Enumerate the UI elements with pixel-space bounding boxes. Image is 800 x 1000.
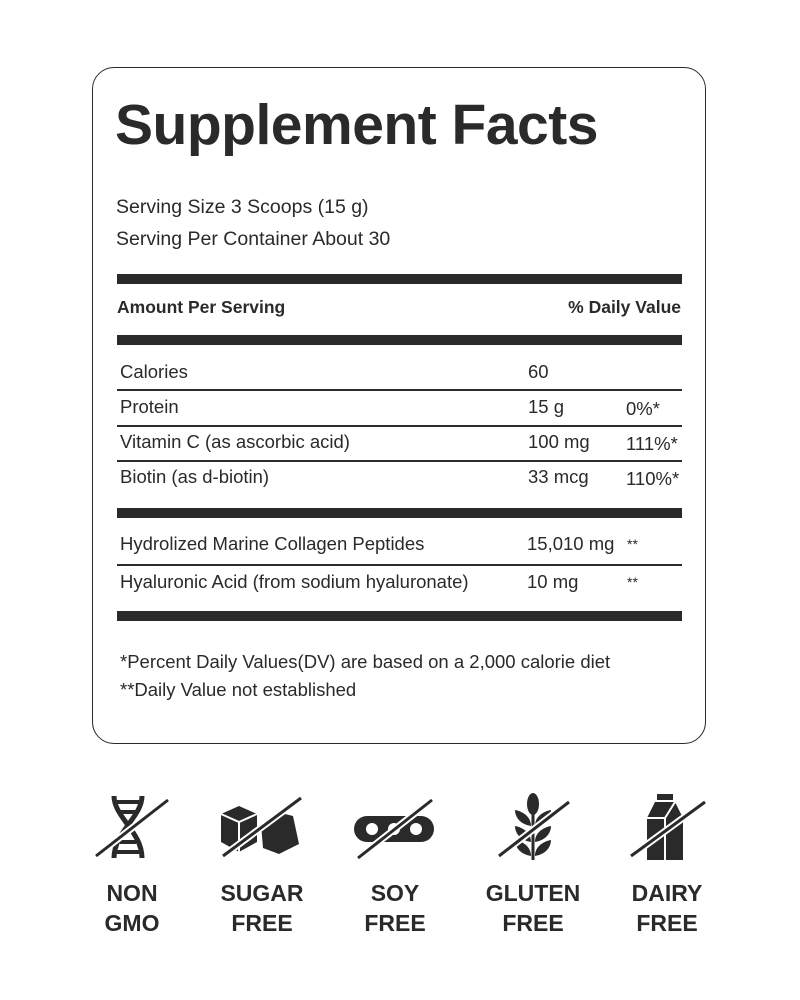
- badge-label: GMO: [104, 910, 160, 936]
- ingredient-name: Hyaluronic Acid (from sodium hyaluronate…: [120, 571, 469, 592]
- badge-label: SUGAR: [220, 880, 304, 906]
- wheat-crossed-icon: [496, 793, 572, 860]
- badge-sugar-free: SUGAR FREE: [197, 792, 327, 938]
- nutrient-name: Calories: [120, 361, 188, 382]
- sugar-cubes-crossed-icon: [220, 795, 304, 859]
- divider-bar: [117, 335, 682, 345]
- divider-bar: [117, 274, 682, 284]
- badge-label: SOY: [370, 880, 420, 906]
- nutrient-dv: 111%*: [626, 433, 678, 454]
- badge-label: FREE: [502, 910, 564, 936]
- ingredient-dv: **: [627, 574, 638, 590]
- page-title: Supplement Facts: [115, 93, 598, 157]
- nutrient-dv: 0%*: [626, 398, 660, 419]
- nutrient-name: Vitamin C (as ascorbic acid): [120, 431, 350, 452]
- supplement-facts-panel: [92, 67, 706, 744]
- row-divider: [117, 389, 682, 391]
- ingredient-name: Hydrolized Marine Collagen Peptides: [120, 533, 425, 554]
- badge-non-gmo: NON GMO: [67, 792, 197, 938]
- badge-gluten-free: GLUTEN FREE: [468, 792, 598, 938]
- footnote-not-established: **Daily Value not established: [120, 679, 357, 700]
- nutrient-amount: 33 mcg: [528, 466, 589, 487]
- nutrient-amount: 60: [528, 361, 549, 382]
- badge-label: FREE: [636, 910, 698, 936]
- divider-bar: [117, 611, 682, 621]
- nutrient-name: Protein: [120, 396, 179, 417]
- nutrient-amount: 100 mg: [528, 431, 590, 452]
- footnote-dv: *Percent Daily Values(DV) are based on a…: [120, 651, 611, 672]
- servings-per-container: Serving Per Container About 30: [116, 228, 391, 250]
- badge-dairy-free: DAIRY FREE: [602, 792, 732, 938]
- soybean-crossed-icon: [354, 797, 435, 861]
- amount-per-serving-header: Amount Per Serving: [117, 297, 286, 317]
- badge-label: FREE: [231, 910, 293, 936]
- milk-carton-crossed-icon: [628, 794, 707, 860]
- ingredient-amount: 15,010 mg: [527, 533, 615, 554]
- badge-label: FREE: [364, 910, 426, 936]
- divider-bar: [117, 508, 682, 518]
- badge-label: DAIRY: [631, 880, 703, 906]
- dna-crossed-icon: [93, 795, 171, 859]
- badge-label: GLUTEN: [485, 880, 581, 906]
- ingredient-amount: 10 mg: [527, 571, 579, 592]
- serving-size: Serving Size 3 Scoops (15 g): [116, 196, 369, 218]
- nutrient-dv: 110%*: [626, 468, 680, 489]
- badge-label: NON: [106, 880, 158, 906]
- nutrient-amount: 15 g: [528, 396, 565, 417]
- nutrient-name: Biotin (as d-biotin): [120, 466, 270, 487]
- ingredient-dv: **: [627, 536, 638, 552]
- row-divider: [117, 425, 682, 427]
- row-divider: [117, 564, 682, 566]
- row-divider: [117, 460, 682, 462]
- badge-soy-free: SOY FREE: [330, 792, 460, 938]
- daily-value-header: % Daily Value: [568, 297, 681, 317]
